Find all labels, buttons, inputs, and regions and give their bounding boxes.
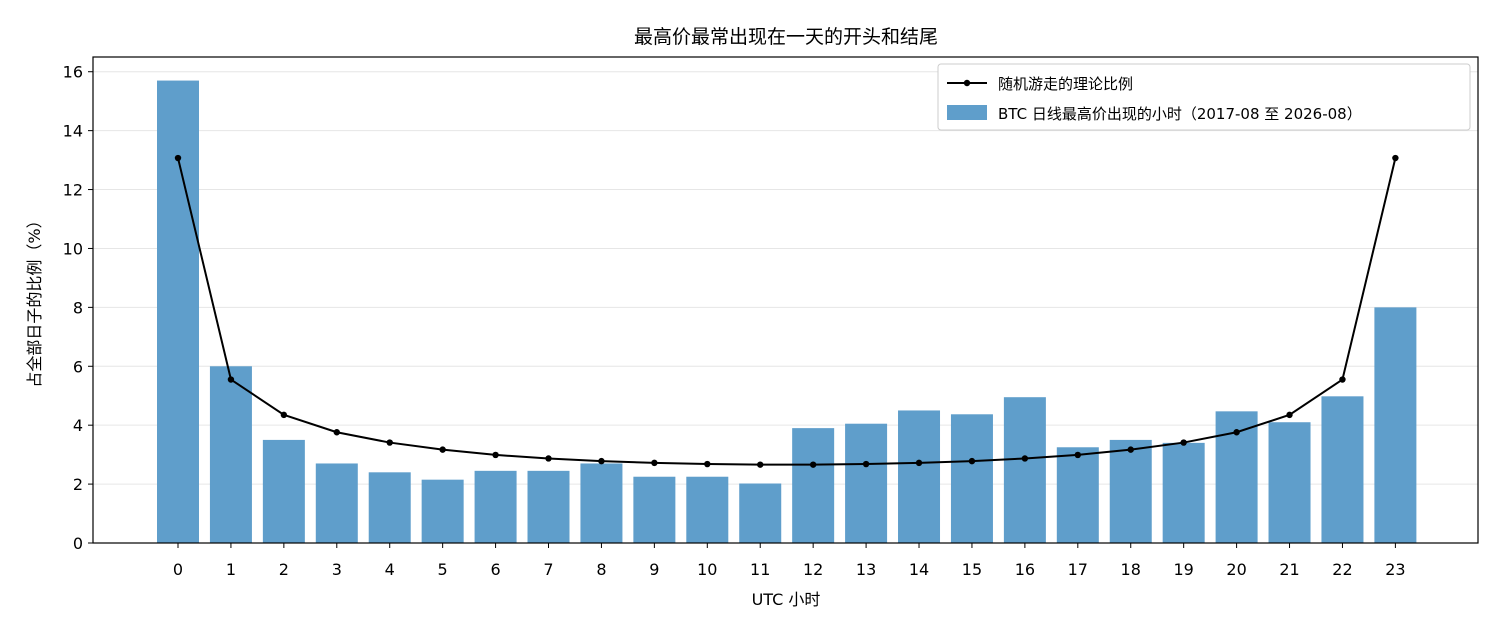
line-point	[704, 460, 711, 468]
line-point	[1180, 439, 1187, 446]
line-point	[386, 439, 393, 446]
x-tick-label: 11	[750, 560, 770, 579]
x-tick-label: 3	[332, 560, 342, 579]
line-point	[174, 154, 182, 162]
x-tick-label: 10	[697, 560, 717, 579]
x-tick-label: 6	[490, 560, 500, 579]
x-tick-label: 13	[856, 560, 876, 579]
x-axis-label: UTC 小时	[752, 590, 821, 609]
x-tick-label: 8	[596, 560, 606, 579]
bar	[209, 366, 252, 543]
line-point	[227, 376, 235, 383]
x-tick-label: 16	[1015, 560, 1035, 579]
line-point	[757, 461, 764, 468]
theory-line	[177, 157, 1397, 466]
x-tick-label: 7	[543, 560, 553, 579]
line-point	[968, 457, 976, 465]
legend-bar-label: BTC 日线最高价出现的小时（2017-08 至 2026-08）	[998, 105, 1362, 123]
y-tick-label: 16	[63, 63, 83, 82]
line-point	[809, 461, 817, 468]
y-tick-label: 10	[63, 239, 83, 258]
y-axis-label: 占全部日子的比例（%）	[25, 212, 44, 387]
y-tick-label: 14	[63, 122, 83, 141]
line-point	[598, 457, 605, 465]
bar	[580, 463, 623, 543]
x-tick-label: 2	[279, 560, 289, 579]
legend: 随机游走的理论比例 BTC 日线最高价出现的小时（2017-08 至 2026-…	[937, 63, 1471, 131]
x-tick-label: 20	[1226, 560, 1246, 579]
y-tick-label: 12	[63, 181, 83, 200]
line-point	[651, 459, 658, 467]
x-tick-label: 19	[1173, 560, 1193, 579]
y-tick-label: 4	[73, 416, 83, 435]
plot-frame	[92, 56, 1479, 544]
y-tick-label: 6	[73, 357, 83, 376]
bar	[474, 470, 517, 543]
bar	[739, 483, 782, 543]
line-point	[280, 411, 288, 419]
x-tick-label: 12	[803, 560, 823, 579]
x-tick-label: 23	[1385, 560, 1405, 579]
line-point	[1127, 446, 1134, 453]
grid-lines	[93, 71, 1478, 485]
bar	[527, 470, 570, 543]
x-tick-label: 9	[649, 560, 659, 579]
x-tick-label: 22	[1332, 560, 1352, 579]
y-tick-label: 2	[73, 475, 83, 494]
line-point	[1339, 376, 1346, 383]
line-point	[862, 460, 870, 468]
line-point	[439, 446, 446, 453]
x-tick-label: 17	[1068, 560, 1088, 579]
bar	[633, 476, 676, 543]
legend-box	[937, 63, 1471, 131]
bar	[845, 423, 888, 543]
x-tick-label: 5	[438, 560, 448, 579]
x-tick-label: 14	[909, 560, 929, 579]
bar	[1162, 442, 1205, 543]
line-point	[1392, 154, 1399, 162]
line-point	[915, 459, 923, 467]
x-tick-label: 1	[226, 560, 236, 579]
x-tick-label: 0	[173, 560, 183, 579]
x-tick-label: 18	[1121, 560, 1141, 579]
x-tick-label: 4	[385, 560, 395, 579]
y-tick-label: 8	[73, 298, 83, 317]
bar	[1374, 307, 1417, 543]
bar	[421, 479, 464, 543]
x-tick-label: 15	[962, 560, 982, 579]
bar-series	[157, 80, 1417, 544]
bar	[898, 410, 941, 543]
bar	[1268, 422, 1311, 543]
bar	[1003, 397, 1046, 543]
bar	[315, 463, 358, 543]
bar	[262, 439, 305, 543]
bar	[686, 476, 729, 543]
line-point	[492, 451, 499, 459]
line-point	[545, 455, 552, 462]
bar	[792, 428, 835, 543]
chart-title: 最高价最常出现在一天的开头和结尾	[634, 26, 938, 48]
y-tick-label: 0	[73, 534, 83, 553]
line-point	[1286, 411, 1293, 419]
line-series	[174, 154, 1399, 468]
line-point	[333, 429, 340, 436]
bar	[950, 414, 993, 543]
legend-bar-swatch	[947, 105, 987, 120]
line-point	[1074, 451, 1082, 459]
bar	[157, 80, 199, 544]
bar	[1056, 447, 1099, 543]
line-point	[1233, 429, 1240, 436]
x-tick-label: 21	[1279, 560, 1299, 579]
bar	[368, 472, 411, 543]
legend-line-marker	[963, 79, 971, 87]
line-point	[1021, 455, 1029, 462]
legend-line-label: 随机游走的理论比例	[998, 75, 1133, 93]
bar	[1321, 396, 1364, 543]
bar	[1109, 439, 1152, 543]
